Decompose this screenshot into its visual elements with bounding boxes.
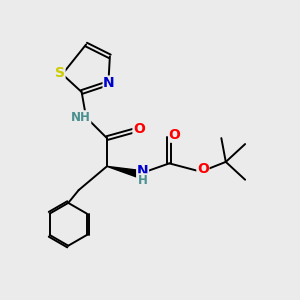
Text: O: O [133,122,145,136]
Text: N: N [137,164,148,178]
Text: N: N [103,76,115,90]
Text: O: O [197,162,209,176]
Text: H: H [138,174,148,187]
Polygon shape [107,166,139,177]
Text: S: S [55,66,65,80]
Text: NH: NH [71,111,91,124]
Text: O: O [169,128,181,142]
